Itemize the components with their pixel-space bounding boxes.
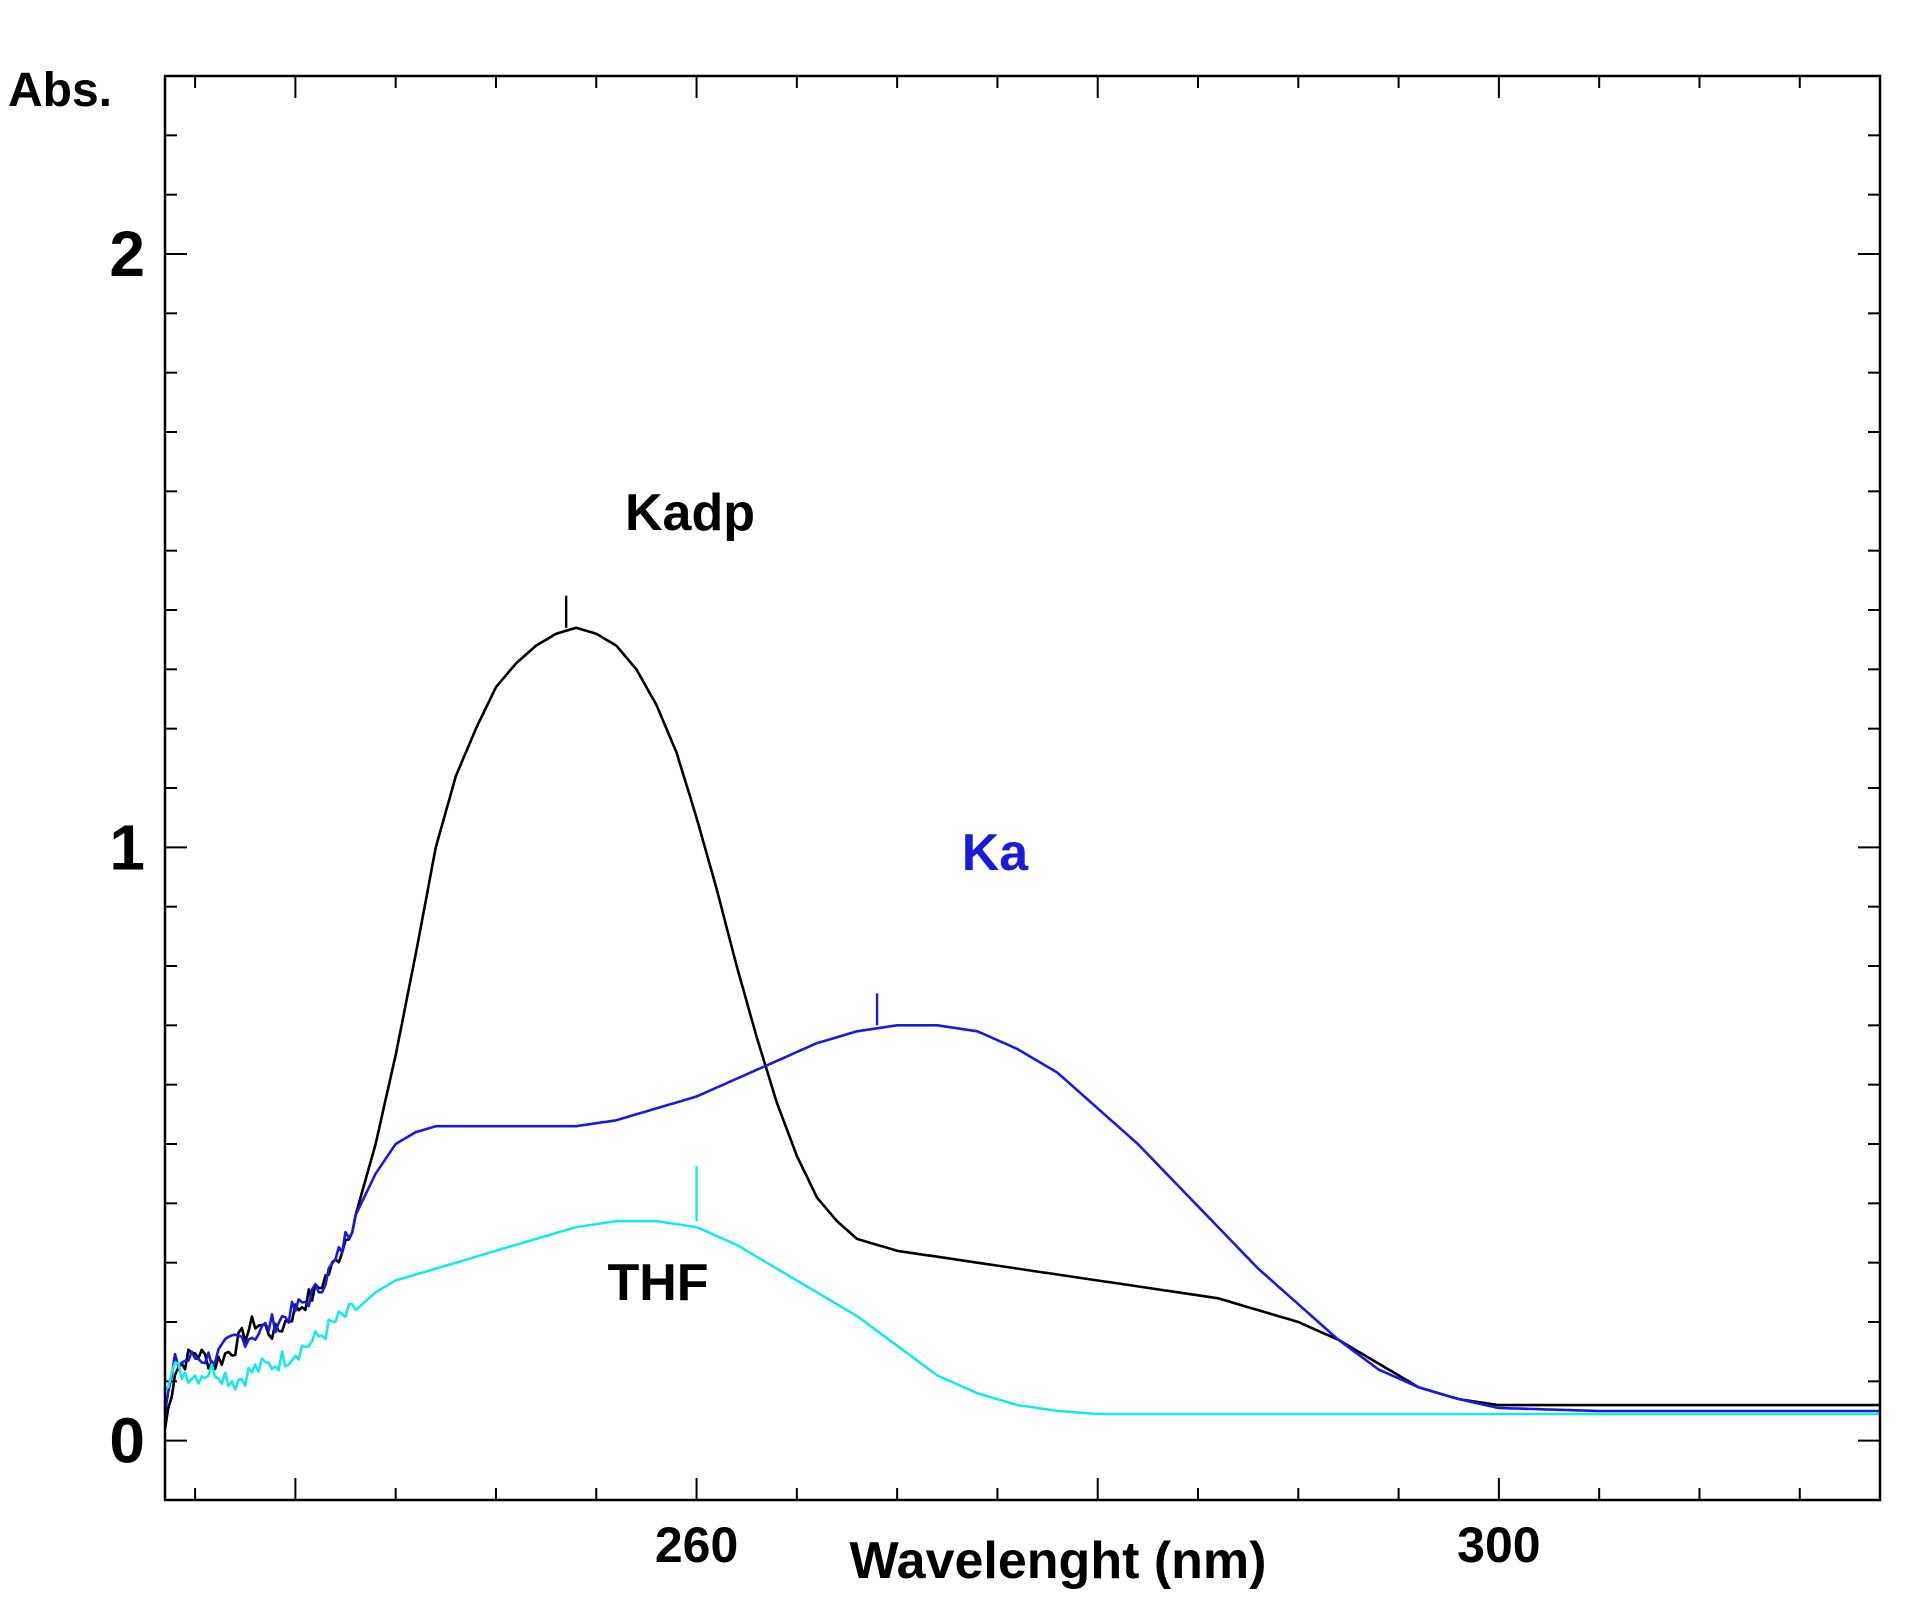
annotation-thf: THF <box>607 1254 708 1312</box>
annotation-ka: Ka <box>962 824 1030 882</box>
series-line-thf <box>164 1219 1880 1416</box>
x-tick-label: 300 <box>1457 1517 1540 1573</box>
tick-labels: 260 300 0 1 2 <box>109 218 1540 1573</box>
plot-frame <box>163 74 1882 1502</box>
y-axis-label: Abs. <box>8 64 112 117</box>
peak-markers <box>564 595 879 1222</box>
series-lines <box>163 626 1880 1430</box>
tick-marks <box>165 76 1880 1500</box>
annotation-kadp: Kadp <box>625 484 755 542</box>
series-line-kadp <box>163 626 1880 1430</box>
y-tick-label: 2 <box>109 218 145 290</box>
series-line-ka <box>163 1024 1880 1413</box>
y-tick-label: 1 <box>109 811 145 883</box>
x-axis-label: Wavelenght (nm) <box>850 1532 1267 1590</box>
y-tick-label: 0 <box>109 1405 145 1477</box>
x-tick-label: 260 <box>655 1517 738 1573</box>
